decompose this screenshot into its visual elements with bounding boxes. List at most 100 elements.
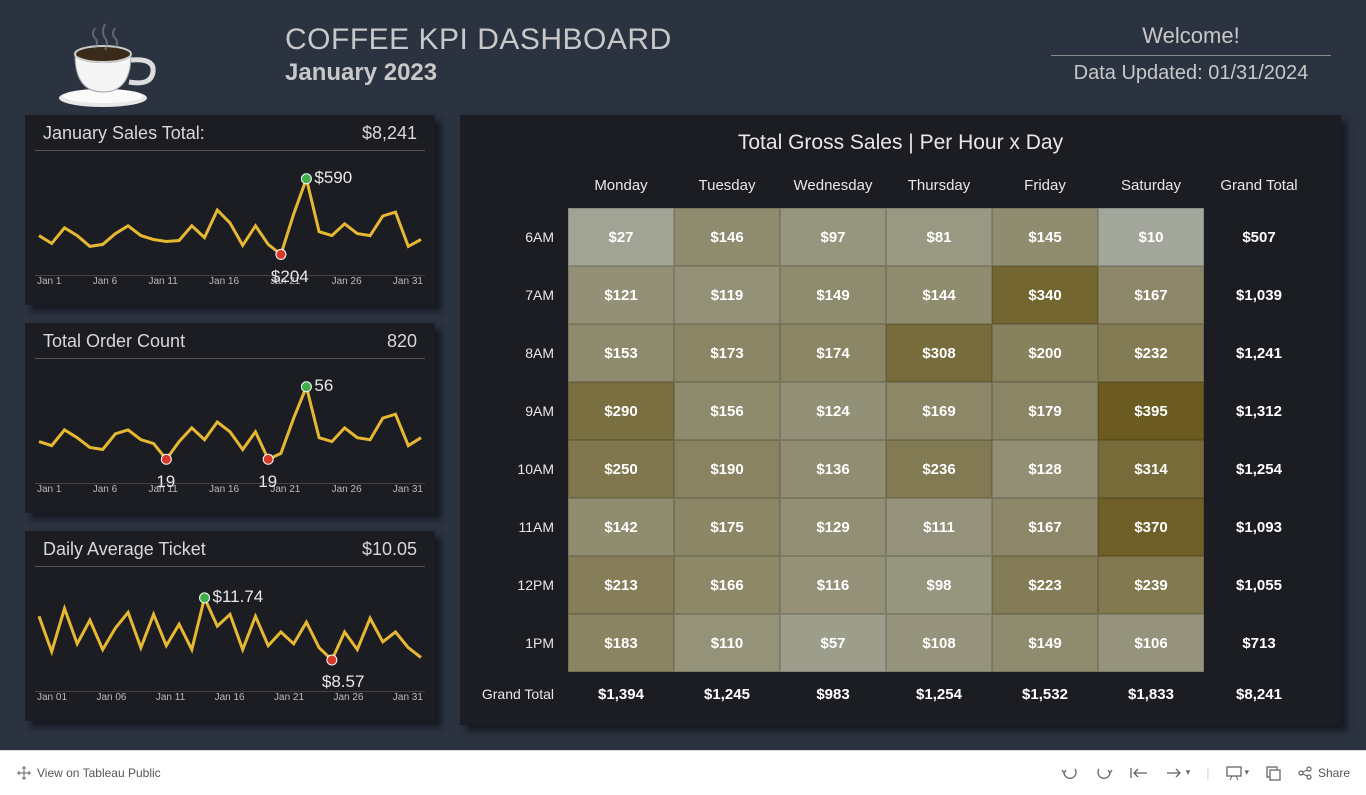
heatmap-col-header: Tuesday [674,171,780,208]
heatmap-col-header: Saturday [1098,171,1204,208]
heatmap-row-label: 10AM [478,440,568,498]
heatmap-cell[interactable]: $169 [886,382,992,440]
x-tick: Jan 31 [393,276,423,287]
sales-chart[interactable]: $590$204 [35,155,425,275]
ticket-chart[interactable]: $11.74$8.57 [35,571,425,691]
heatmap-cell[interactable]: $129 [780,498,886,556]
heatmap-cell[interactable]: $149 [780,266,886,324]
heatmap-cell[interactable]: $395 [1098,382,1204,440]
revert-button[interactable] [1129,766,1149,780]
heatmap-cell[interactable]: $10 [1098,208,1204,266]
heatmap-cell[interactable]: $110 [674,614,780,672]
heatmap-cell[interactable]: $146 [674,208,780,266]
tableau-icon [16,765,32,781]
divider [1051,55,1331,56]
x-tick: Jan 31 [393,484,423,495]
x-tick: Jan 1 [37,484,61,495]
ticket-card: Daily Average Ticket $10.05 $11.74$8.57 … [25,531,435,721]
heatmap-cell[interactable]: $136 [780,440,886,498]
heatmap-col-total: $983 [780,672,886,716]
heatmap-cell[interactable]: $57 [780,614,886,672]
heatmap-cell[interactable]: $173 [674,324,780,382]
sales-x-axis: Jan 1Jan 6Jan 11Jan 16Jan 21Jan 26Jan 31 [35,275,425,287]
x-tick: Jan 16 [209,484,239,495]
heatmap-cell[interactable]: $111 [886,498,992,556]
heatmap-cell[interactable]: $27 [568,208,674,266]
heatmap-cell[interactable]: $121 [568,266,674,324]
heatmap-cell[interactable]: $166 [674,556,780,614]
present-button[interactable]: ▾ [1225,765,1249,781]
heatmap-row-total: $1,093 [1204,498,1314,556]
heatmap-grid[interactable]: MondayTuesdayWednesdayThursdayFridaySatu… [478,171,1323,716]
heatmap-cell[interactable]: $190 [674,440,780,498]
heatmap-col-header: Thursday [886,171,992,208]
x-tick: Jan 11 [156,692,185,703]
welcome-text: Welcome! [1041,23,1341,49]
heatmap-cell[interactable]: $97 [780,208,886,266]
redo-button[interactable] [1095,765,1113,781]
x-tick: Jan 26 [333,692,363,703]
heatmap-cell[interactable]: $124 [780,382,886,440]
heatmap-cell[interactable]: $156 [674,382,780,440]
heatmap-cell[interactable]: $250 [568,440,674,498]
heatmap-cell[interactable]: $142 [568,498,674,556]
x-tick: Jan 21 [270,484,300,495]
orders-card-value: 820 [387,331,417,352]
heatmap-cell[interactable]: $200 [992,324,1098,382]
heatmap-cell[interactable]: $167 [992,498,1098,556]
header: COFFEE KPI DASHBOARD January 2023 Welcom… [25,15,1341,110]
x-tick: Jan 21 [274,692,304,703]
orders-card-title: Total Order Count [43,331,185,352]
heatmap-cell[interactable]: $223 [992,556,1098,614]
heatmap-cell[interactable]: $179 [992,382,1098,440]
heatmap-cell[interactable]: $167 [1098,266,1204,324]
heatmap-cell[interactable]: $314 [1098,440,1204,498]
heatmap-cell[interactable]: $370 [1098,498,1204,556]
heatmap-cell[interactable]: $98 [886,556,992,614]
right-column: Total Gross Sales | Per Hour x Day Monda… [460,115,1341,725]
heatmap-cell[interactable]: $144 [886,266,992,324]
heatmap-cell[interactable]: $308 [886,324,992,382]
view-on-tableau-label: View on Tableau Public [37,766,161,780]
coffee-cup-icon [25,15,195,110]
x-tick: Jan 6 [93,276,117,287]
share-button[interactable]: Share [1297,765,1350,781]
undo-button[interactable] [1061,765,1079,781]
welcome-block: Welcome! Data Updated: 01/31/2024 [1041,15,1341,85]
heatmap-cell[interactable]: $183 [568,614,674,672]
heatmap-cell[interactable]: $106 [1098,614,1204,672]
heatmap-cell[interactable]: $145 [992,208,1098,266]
heatmap-row-total: $1,241 [1204,324,1314,382]
heatmap-cell[interactable]: $340 [992,266,1098,324]
heatmap-cell[interactable]: $175 [674,498,780,556]
dashboard: COFFEE KPI DASHBOARD January 2023 Welcom… [0,0,1366,750]
heatmap-cell[interactable]: $239 [1098,556,1204,614]
heatmap-total-col-header: Grand Total [1204,171,1314,208]
download-button[interactable] [1265,765,1281,781]
x-tick: Jan 26 [332,276,362,287]
heatmap-cell[interactable]: $236 [886,440,992,498]
heatmap-cell[interactable]: $213 [568,556,674,614]
heatmap-cell[interactable]: $116 [780,556,886,614]
data-updated-text: Data Updated: 01/31/2024 [1041,62,1341,85]
share-label: Share [1318,766,1350,780]
refresh-button[interactable]: ▾ [1165,766,1191,780]
heatmap-cell[interactable]: $174 [780,324,886,382]
heatmap-cell[interactable]: $153 [568,324,674,382]
view-on-tableau-button[interactable]: View on Tableau Public [16,765,161,781]
heatmap-cell[interactable]: $149 [992,614,1098,672]
ticket-card-value: $10.05 [362,539,417,560]
heatmap-row-total: $1,055 [1204,556,1314,614]
heatmap-cell[interactable]: $81 [886,208,992,266]
heatmap-card: Total Gross Sales | Per Hour x Day Monda… [460,115,1341,725]
heatmap-cell[interactable]: $108 [886,614,992,672]
orders-chart[interactable]: 561919 [35,363,425,483]
heatmap-cell[interactable]: $128 [992,440,1098,498]
heatmap-cell[interactable]: $119 [674,266,780,324]
heatmap-cell[interactable]: $232 [1098,324,1204,382]
sales-card-value: $8,241 [362,123,417,144]
orders-x-axis: Jan 1Jan 6Jan 11Jan 16Jan 21Jan 26Jan 31 [35,483,425,495]
heatmap-row-label: 7AM [478,266,568,324]
heatmap-cell[interactable]: $290 [568,382,674,440]
x-tick: Jan 26 [332,484,362,495]
